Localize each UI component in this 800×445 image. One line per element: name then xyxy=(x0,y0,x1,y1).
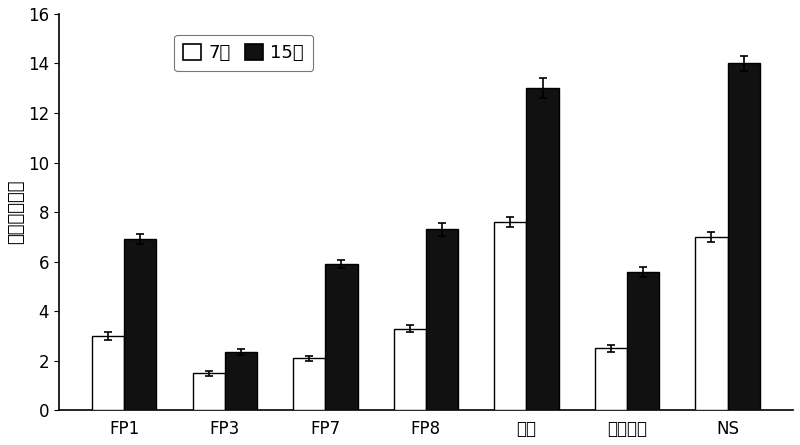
Bar xyxy=(326,264,358,410)
Bar xyxy=(124,239,157,410)
Y-axis label: 血管新生指数: 血管新生指数 xyxy=(7,180,25,244)
Bar xyxy=(426,230,458,410)
Bar xyxy=(225,352,257,410)
Bar xyxy=(394,328,426,410)
Bar xyxy=(193,373,225,410)
Bar xyxy=(627,271,659,410)
Bar xyxy=(92,336,124,410)
Bar xyxy=(594,348,627,410)
Bar xyxy=(494,222,526,410)
Bar xyxy=(727,64,760,410)
Bar xyxy=(293,358,326,410)
Legend: 7天, 15天: 7天, 15天 xyxy=(174,35,313,71)
Bar xyxy=(695,237,727,410)
Bar xyxy=(526,88,558,410)
